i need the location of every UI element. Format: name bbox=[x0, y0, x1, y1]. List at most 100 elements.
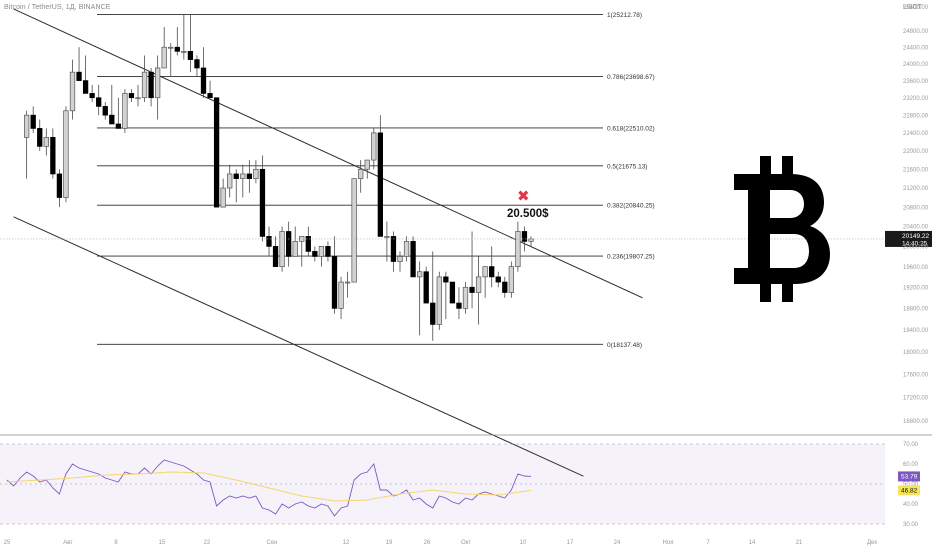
candle-body bbox=[128, 93, 135, 99]
candle bbox=[325, 241, 331, 262]
candle bbox=[181, 14, 187, 60]
candle-body bbox=[456, 302, 462, 309]
price-tick-label: 20400.00 bbox=[903, 225, 929, 231]
candle bbox=[155, 55, 161, 120]
cross-icon: ✖ bbox=[517, 187, 530, 205]
candle bbox=[246, 160, 253, 193]
candle bbox=[495, 271, 501, 288]
candle-body bbox=[443, 276, 449, 283]
candle bbox=[266, 226, 272, 257]
candle bbox=[469, 231, 475, 309]
rsi-ma-value-tag bbox=[898, 485, 920, 496]
candle bbox=[56, 169, 63, 208]
candle bbox=[364, 159, 370, 179]
candle bbox=[115, 97, 122, 129]
candle bbox=[384, 221, 390, 262]
candle-body bbox=[220, 187, 226, 208]
price-tick-label: 22000.00 bbox=[903, 149, 929, 155]
candle bbox=[371, 128, 377, 170]
rsi-value: 53.79 bbox=[901, 474, 918, 481]
candle bbox=[207, 80, 213, 99]
channel-upper-line bbox=[13, 8, 643, 299]
price-axis[interactable]: 25400.00 24800.00 24400.00 24000.00 23600.00… bbox=[903, 5, 929, 425]
candle-body bbox=[194, 59, 200, 69]
candle bbox=[515, 221, 521, 272]
candle bbox=[299, 236, 305, 267]
candle-body bbox=[338, 281, 344, 309]
candle bbox=[358, 160, 364, 193]
candle bbox=[462, 282, 469, 314]
price-tick-label: 22800.00 bbox=[903, 113, 929, 119]
price-tick-label: 17200.00 bbox=[903, 396, 929, 402]
time-tick-label: 17 bbox=[567, 540, 574, 546]
candle-body bbox=[521, 231, 528, 242]
time-tick-label: Окт bbox=[461, 540, 471, 546]
price-tick-label: 19200.00 bbox=[903, 285, 929, 291]
candle-body bbox=[495, 276, 501, 283]
candle-body bbox=[312, 251, 318, 257]
time-tick-label: 22 bbox=[204, 540, 211, 546]
price-tick-label: 20000.00 bbox=[903, 245, 929, 251]
candle bbox=[489, 246, 495, 288]
time-tick-label: 7 bbox=[706, 540, 710, 546]
candle-body bbox=[148, 71, 154, 99]
price-tick-label: 22400.00 bbox=[903, 131, 929, 137]
candle bbox=[397, 251, 403, 272]
candle bbox=[213, 97, 220, 208]
candle-body bbox=[63, 110, 69, 198]
candle-body bbox=[82, 80, 89, 94]
candle bbox=[475, 256, 482, 325]
price-tick-label: 18800.00 bbox=[903, 307, 929, 313]
candle-body bbox=[181, 50, 187, 53]
time-tick-label: Авг bbox=[63, 540, 73, 546]
candle bbox=[259, 155, 266, 242]
candle-body bbox=[43, 137, 49, 147]
candle bbox=[272, 236, 279, 267]
candle bbox=[227, 164, 233, 198]
rsi-ma-value: 46.82 bbox=[901, 488, 918, 495]
candle-body bbox=[141, 71, 148, 99]
candle bbox=[305, 226, 311, 257]
target-price-label: 20.500$ bbox=[507, 208, 549, 220]
candle bbox=[128, 89, 135, 103]
candle bbox=[122, 89, 128, 133]
candle-body bbox=[200, 67, 207, 94]
candle bbox=[50, 128, 56, 179]
candle-body bbox=[227, 173, 233, 189]
candle bbox=[410, 236, 416, 278]
fib-label-0.382: 0.382(20840.25) bbox=[607, 203, 655, 210]
fib-label-0.618: 0.618(22510.02) bbox=[607, 125, 655, 132]
candle-body bbox=[292, 241, 298, 257]
time-tick-label: 15 bbox=[159, 540, 166, 546]
time-tick-label: Дек bbox=[867, 540, 877, 546]
candlesticks bbox=[24, 14, 534, 341]
time-axis[interactable]: 25 Авг 8 15 22 Сен 12 19 26 Окт 10 17 24 Ноя 7 14 21 Дек bbox=[4, 540, 878, 546]
candle bbox=[220, 178, 226, 208]
fibonacci-levels: 1(25212.78) 0.786(23698.67) 0.618(22510.02… bbox=[97, 12, 655, 349]
time-tick-label: 24 bbox=[614, 540, 621, 546]
candle-body bbox=[344, 281, 351, 284]
candle bbox=[76, 47, 82, 81]
candle bbox=[148, 67, 154, 107]
candle-body bbox=[364, 159, 370, 170]
candle-body bbox=[89, 93, 95, 99]
candle-body bbox=[489, 266, 495, 278]
candle-body bbox=[403, 241, 410, 257]
candle-body bbox=[109, 114, 115, 125]
candle bbox=[417, 261, 423, 336]
candle-body bbox=[384, 236, 390, 238]
candle-body bbox=[423, 271, 429, 304]
candle-body bbox=[266, 236, 272, 247]
price-tick-label: 24400.00 bbox=[903, 45, 929, 51]
candle bbox=[43, 128, 49, 156]
candle bbox=[135, 84, 141, 107]
candle bbox=[141, 55, 148, 103]
price-tick-label: 17600.00 bbox=[903, 373, 929, 379]
candle bbox=[63, 106, 69, 203]
time-tick-label: 21 bbox=[796, 540, 803, 546]
candle-body bbox=[371, 132, 377, 161]
time-tick-label: 26 bbox=[424, 540, 431, 546]
fib-label-1: 1(25212.78) bbox=[607, 12, 642, 19]
candle bbox=[24, 110, 30, 179]
